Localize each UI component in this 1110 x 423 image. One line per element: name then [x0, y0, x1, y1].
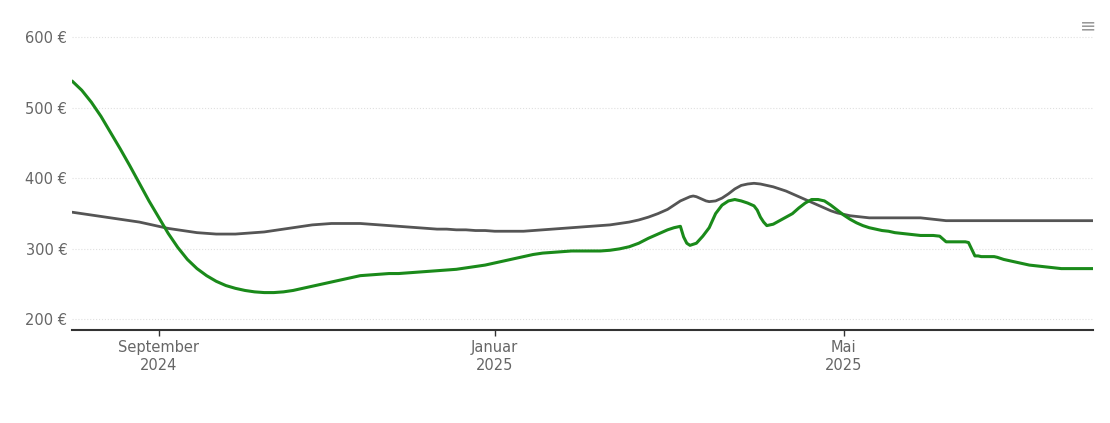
lose Ware — [942, 239, 956, 244]
lose Ware — [946, 239, 959, 244]
lose Ware — [952, 239, 966, 244]
Line: lose Ware: lose Ware — [72, 81, 1093, 293]
lose Ware — [65, 79, 79, 84]
lose Ware — [1087, 266, 1100, 271]
lose Ware — [258, 290, 271, 295]
Sackware — [1048, 218, 1061, 223]
Sackware — [354, 221, 367, 226]
Line: Sackware: Sackware — [72, 183, 1093, 234]
lose Ware — [1042, 265, 1056, 270]
Sackware — [210, 231, 223, 236]
Sackware — [747, 181, 760, 186]
Sackware — [1042, 218, 1056, 223]
lose Ware — [575, 248, 588, 253]
Sackware — [565, 225, 578, 230]
Sackware — [65, 210, 79, 215]
Text: ≡: ≡ — [1080, 17, 1097, 36]
lose Ware — [219, 283, 232, 288]
Sackware — [392, 224, 405, 229]
Sackware — [1087, 218, 1100, 223]
Sackware — [133, 220, 147, 225]
